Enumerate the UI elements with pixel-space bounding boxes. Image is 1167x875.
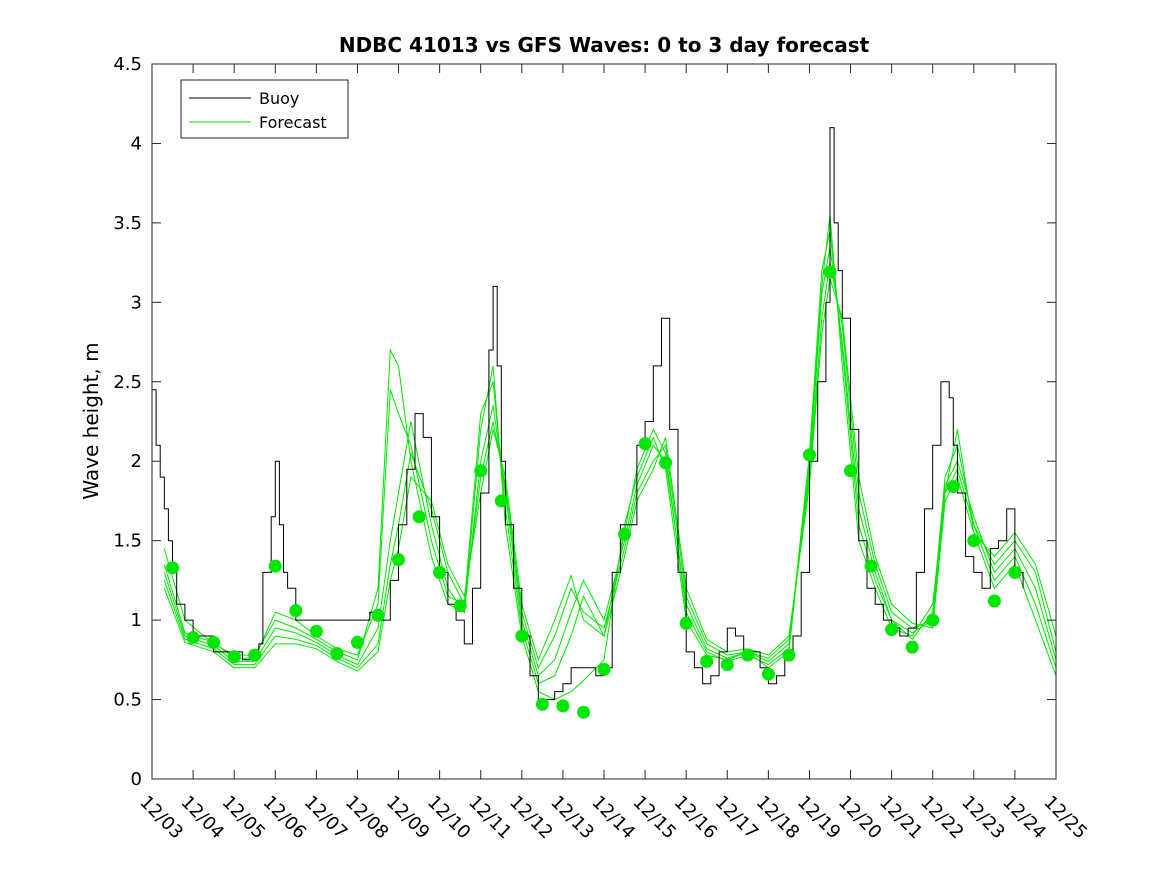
legend-buoy-label: Buoy [259, 89, 299, 108]
forecast-point [351, 635, 364, 649]
forecast-point [268, 559, 282, 573]
forecast-line-1 [163, 214, 1057, 701]
forecast-point [535, 697, 549, 711]
y-tick-label: 1 [131, 610, 142, 631]
y-tick-label: 3.5 [113, 213, 142, 234]
legend: Buoy Forecast [180, 79, 349, 139]
forecast-point [1008, 565, 1022, 579]
forecast-point [248, 648, 262, 662]
forecast-point [494, 494, 508, 508]
forecast-point [741, 648, 755, 662]
y-axis: 0 0.5 1 1.5 2 2.5 3 3.5 4 4.5 [113, 54, 1056, 790]
forecast-point [412, 510, 426, 524]
forecast-point [905, 640, 919, 654]
forecast-point [186, 631, 200, 645]
y-tick-label: 2 [131, 451, 142, 472]
forecast-point [227, 650, 241, 664]
forecast-point [679, 616, 693, 630]
y-axis-label: Wave height, m [79, 342, 103, 499]
forecast-point [392, 553, 405, 567]
plot-content [152, 127, 1057, 719]
legend-box [180, 79, 349, 139]
forecast-point [207, 635, 221, 649]
forecast-point [166, 561, 179, 575]
forecast-point [823, 265, 837, 279]
forecast-point [803, 448, 816, 462]
forecast-line-2 [163, 230, 1057, 685]
y-tick-label: 3 [131, 292, 142, 313]
y-tick-label: 0 [131, 769, 142, 790]
forecast-point [864, 559, 878, 573]
forecast-point [720, 658, 734, 672]
forecast-point [597, 662, 611, 676]
forecast-point [885, 623, 899, 637]
forecast-point [844, 464, 857, 478]
forecast-point [309, 624, 323, 638]
forecast-line-3 [163, 246, 1057, 677]
forecast-point [330, 647, 344, 660]
forecast-line-5 [163, 278, 1057, 672]
forecast-point [946, 480, 960, 494]
forecast-point [577, 705, 590, 719]
forecast-point [638, 437, 652, 451]
forecast-point [618, 527, 631, 541]
forecast-point [926, 613, 940, 627]
forecast-point [371, 608, 385, 622]
forecast-point [474, 464, 488, 478]
forecast-line-4 [163, 262, 1057, 670]
chart-title: NDBC 41013 vs GFS Waves: 0 to 3 day fore… [339, 33, 870, 57]
forecast-point [782, 648, 796, 662]
y-tick-label: 4 [131, 133, 142, 154]
forecast-point [659, 456, 673, 470]
forecast-point [700, 654, 714, 668]
forecast-point [515, 629, 529, 643]
y-tick-label: 1.5 [113, 531, 142, 552]
forecast-point [761, 667, 775, 681]
y-tick-label: 0.5 [113, 690, 142, 711]
forecast-point [967, 534, 981, 548]
legend-forecast-label: Forecast [259, 113, 327, 132]
forecast-point [556, 699, 570, 713]
y-tick-label: 4.5 [113, 54, 142, 75]
forecast-point [289, 604, 303, 618]
y-tick-label: 2.5 [113, 372, 142, 393]
forecast-point [453, 599, 467, 613]
forecast-point [433, 565, 447, 579]
forecast-point [987, 594, 1001, 608]
